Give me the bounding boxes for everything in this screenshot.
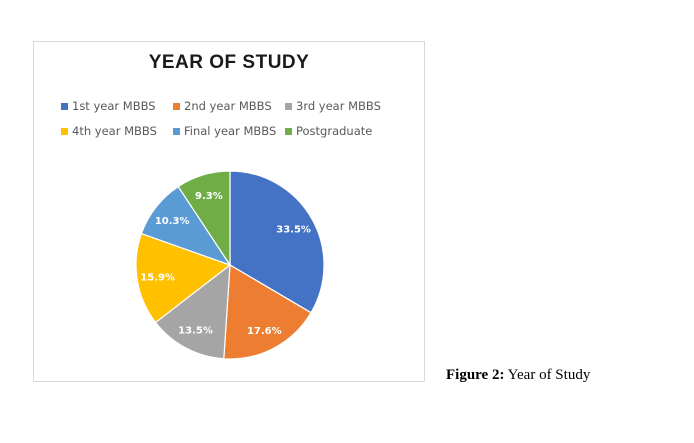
- data-label: 15.9%: [140, 273, 175, 284]
- legend-label: 3rd year MBBS: [296, 99, 381, 113]
- legend-label: 4th year MBBS: [72, 124, 157, 138]
- pie-slice: [135, 232, 232, 324]
- chart-frame: YEAR OF STUDY 1st year MBBS 2nd year MBBS…: [33, 41, 425, 382]
- pie-slice: [223, 263, 312, 360]
- data-label: 13.5%: [178, 326, 213, 337]
- legend-item: 1st year MBBS: [61, 99, 156, 113]
- legend-label: Final year MBBS: [184, 124, 277, 138]
- data-label: 17.6%: [247, 326, 282, 337]
- legend-label: Postgraduate: [296, 124, 373, 138]
- data-label: 33.5%: [276, 225, 311, 236]
- legend-label: 2nd year MBBS: [184, 99, 272, 113]
- legend-item: 2nd year MBBS: [173, 99, 272, 113]
- legend-item: Postgraduate: [285, 124, 372, 138]
- pie-slice: [229, 170, 325, 314]
- chart-title: YEAR OF STUDY: [148, 52, 310, 73]
- legend-swatch: [61, 127, 68, 135]
- legend-swatch: [285, 102, 292, 110]
- data-label: 9.3%: [195, 191, 223, 202]
- legend-item: 4th year MBBS: [61, 124, 157, 138]
- legend-item: 3rd year MBBS: [285, 99, 381, 113]
- data-label: 10.3%: [155, 216, 190, 227]
- pie-slice: [154, 263, 231, 360]
- figure-caption: Figure 2: Year of Study: [446, 367, 590, 384]
- pie-chart: 33.5% 17.6% 13.5% 15.9% 10.3% 9.3%: [135, 170, 325, 360]
- legend-swatch: [173, 102, 180, 110]
- legend-swatch: [173, 127, 180, 135]
- legend-label: 1st year MBBS: [72, 99, 156, 113]
- pie-slice: [177, 170, 231, 267]
- legend-swatch: [285, 127, 292, 135]
- legend-swatch: [61, 102, 68, 110]
- figure-caption-label: Figure 2:: [446, 367, 505, 383]
- legend-item: Final year MBBS: [173, 124, 276, 138]
- figure-caption-text: Year of Study: [507, 367, 591, 383]
